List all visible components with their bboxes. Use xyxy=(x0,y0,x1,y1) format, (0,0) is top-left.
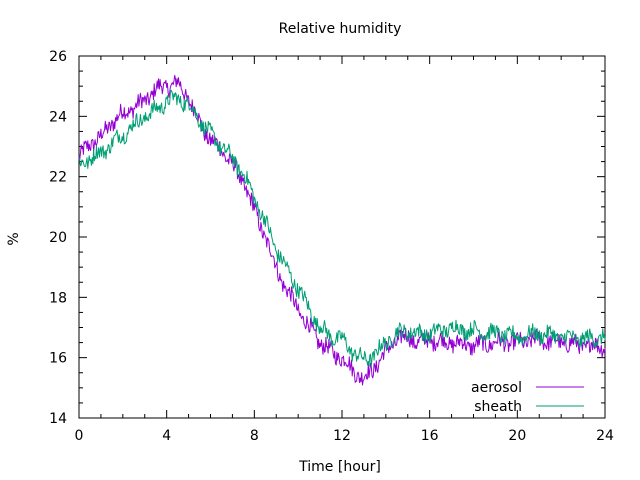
series-line-aerosol xyxy=(78,74,606,386)
x-axis-label: Time [hour] xyxy=(298,459,381,475)
x-tick-label: 4 xyxy=(162,428,171,444)
y-tick-label: 16 xyxy=(49,351,67,367)
series-line-sheath xyxy=(78,89,606,368)
x-tick-label: 24 xyxy=(596,428,614,444)
x-tick-label: 20 xyxy=(508,428,526,444)
y-tick-label: 20 xyxy=(49,230,67,246)
legend: aerosol sheath xyxy=(471,380,584,415)
y-axis-label: % xyxy=(6,232,22,245)
series-layer xyxy=(78,74,606,386)
y-tick-label: 24 xyxy=(49,109,67,125)
y-tick-label: 22 xyxy=(49,170,67,186)
chart-title: Relative humidity xyxy=(279,21,402,37)
x-tick-label: 12 xyxy=(333,428,351,444)
x-tick-label: 0 xyxy=(75,428,84,444)
y-axis-tick-labels: 14 16 18 20 22 24 26 xyxy=(49,49,67,427)
legend-label-aerosol: aerosol xyxy=(471,380,522,396)
legend-label-sheath: sheath xyxy=(474,399,522,415)
y-tick-label: 14 xyxy=(49,411,67,427)
x-axis-tick-labels: 0 4 8 12 16 20 24 xyxy=(75,428,614,444)
x-tick-label: 16 xyxy=(421,428,439,444)
y-tick-label: 18 xyxy=(49,290,67,306)
plot-area xyxy=(78,55,606,419)
y-tick-label: 26 xyxy=(49,49,67,65)
axis-ticks xyxy=(78,55,606,419)
x-tick-label: 8 xyxy=(250,428,259,444)
